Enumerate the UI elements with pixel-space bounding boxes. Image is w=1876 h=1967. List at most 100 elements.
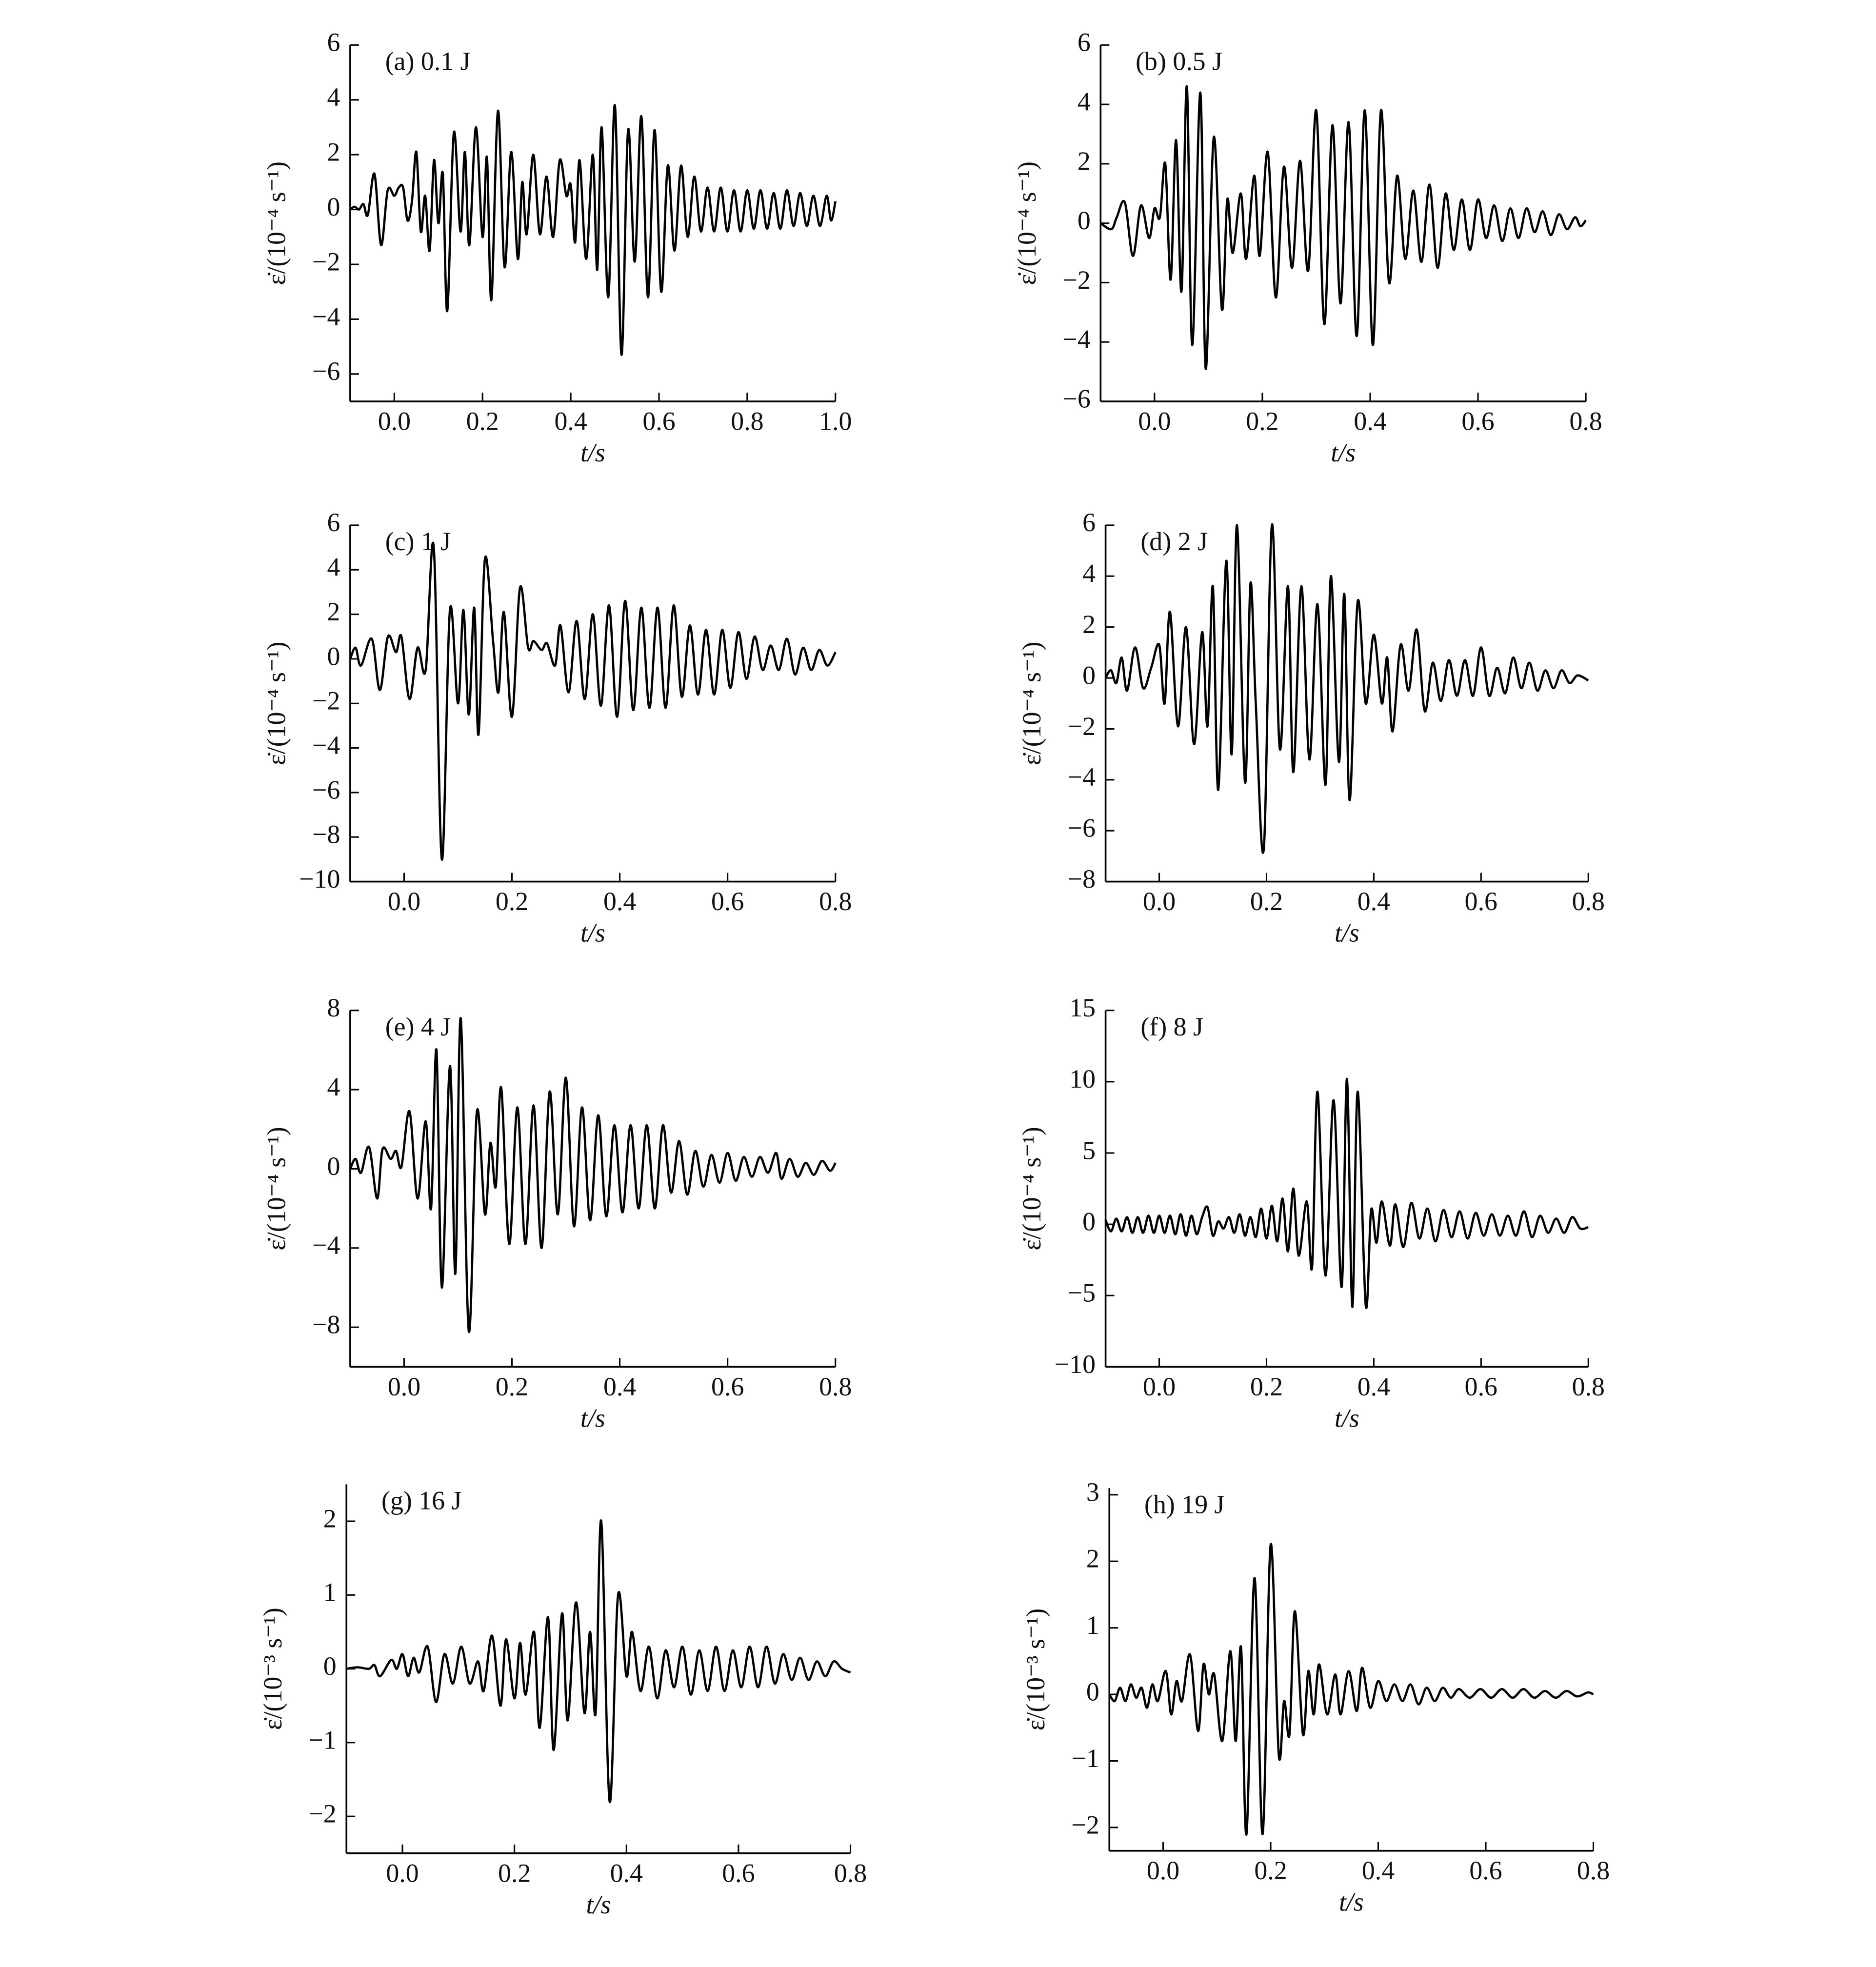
x-tick-label: 0.8 xyxy=(819,887,852,916)
x-tick-label: 0.4 xyxy=(610,1858,643,1888)
y-tick-label: −2 xyxy=(1068,712,1096,741)
x-tick-label: 1.0 xyxy=(819,407,852,436)
y-tick-label: −4 xyxy=(1068,762,1096,792)
y-axis-label: ε̇/(10⁻⁴ s⁻¹) xyxy=(262,161,291,285)
chart-panel: −10 −8 −6 −4 −2 0 2 4 6 0.0 0.2 0.4 0.6 0.8 t/s ε̇/(10⁻… xyxy=(262,508,852,947)
x-tick-label: 0.6 xyxy=(711,1372,744,1401)
x-tick-label: 0.8 xyxy=(1572,887,1605,916)
y-tick-label: 0 xyxy=(323,1651,337,1681)
y-tick-label: 0 xyxy=(327,641,340,671)
x-tick-label: 0.0 xyxy=(1143,1372,1176,1401)
y-tick-label: −2 xyxy=(312,247,340,276)
y-tick-label: 2 xyxy=(1086,1544,1099,1573)
chart-panel: −8 −4 0 4 8 0.0 0.2 0.4 0.6 0.8 t/s ε̇/(10⁻⁴ s⁻¹) (e… xyxy=(262,993,852,1432)
y-tick-label: 1 xyxy=(323,1578,337,1607)
x-tick-label: 0.8 xyxy=(1569,407,1602,436)
y-tick-label: 1 xyxy=(1086,1610,1099,1640)
y-tick-label: 4 xyxy=(327,1072,340,1101)
data-line xyxy=(349,1017,837,1333)
y-tick-label: 4 xyxy=(327,553,340,582)
y-tick-label: −4 xyxy=(1063,325,1091,354)
x-tick-label: 0.4 xyxy=(554,407,587,436)
data-line xyxy=(1108,1543,1594,1836)
panel-label: (f) 8 J xyxy=(1140,1012,1203,1041)
y-tick-label: 4 xyxy=(1082,559,1096,588)
x-tick-label: 0.8 xyxy=(819,1372,852,1401)
x-axis-label: t/s xyxy=(1331,438,1356,467)
y-tick-label: 6 xyxy=(1082,508,1096,537)
y-tick-label: 6 xyxy=(327,28,340,57)
y-tick-label: 2 xyxy=(1082,610,1096,639)
x-axis-label: t/s xyxy=(1335,918,1359,948)
chart-panel: −2 −1 0 1 2 3 0.0 0.2 0.4 0.6 0.8 t/s ε̇/(10⁻³ s⁻¹) (… xyxy=(1021,1477,1610,1917)
y-tick-label: −2 xyxy=(308,1799,336,1828)
y-tick-label: 0 xyxy=(1082,1207,1096,1236)
x-tick-label: 0.2 xyxy=(1246,407,1278,436)
panel-label: (c) 1 J xyxy=(385,527,451,556)
x-tick-label: 0.4 xyxy=(603,1372,636,1401)
panel-label: (h) 19 J xyxy=(1144,1490,1224,1519)
y-axis-label: ε̇/(10⁻⁴ s⁻¹) xyxy=(1017,1127,1046,1250)
x-tick-label: 0.6 xyxy=(711,887,744,916)
x-tick-label: 0.0 xyxy=(1147,1856,1179,1885)
y-tick-label: 4 xyxy=(1078,87,1091,116)
chart-panel: −10 −5 0 5 10 15 0.0 0.2 0.4 0.6 0.8 t/s ε̇/(10⁻⁴ s⁻… xyxy=(1017,993,1605,1432)
y-tick-label: 2 xyxy=(323,1504,337,1533)
x-tick-label: 0.4 xyxy=(603,887,636,916)
x-axis-label: t/s xyxy=(586,1890,611,1919)
x-tick-label: 0.0 xyxy=(378,407,411,436)
y-tick-label: −6 xyxy=(312,357,340,386)
x-tick-label: 0.8 xyxy=(1577,1856,1610,1885)
y-tick-label: −10 xyxy=(1055,1350,1096,1379)
x-tick-label: 0.2 xyxy=(1250,887,1283,916)
x-tick-label: 0.0 xyxy=(386,1858,419,1888)
x-tick-label: 0.2 xyxy=(466,407,499,436)
x-tick-label: 0.2 xyxy=(1250,1372,1283,1401)
y-tick-label: −1 xyxy=(1071,1744,1099,1773)
y-tick-label: −4 xyxy=(312,731,340,760)
y-tick-label: −5 xyxy=(1068,1278,1096,1308)
y-tick-label: −6 xyxy=(1068,814,1096,843)
chart-panel: −8 −6 −4 −2 0 2 4 6 0.0 0.2 0.4 0.6 0.8 t/s ε̇/(10⁻⁴ s… xyxy=(1017,508,1605,947)
y-tick-label: −2 xyxy=(1071,1810,1099,1839)
x-tick-label: 0.4 xyxy=(1362,1856,1395,1885)
y-tick-label: 0 xyxy=(1086,1677,1099,1706)
y-tick-label: 0 xyxy=(1078,206,1091,235)
x-tick-label: 0.8 xyxy=(731,407,763,436)
y-tick-label: 5 xyxy=(1082,1135,1096,1165)
x-tick-label: 0.0 xyxy=(1138,407,1171,436)
y-tick-label: −8 xyxy=(312,820,340,849)
y-tick-label: 0 xyxy=(327,1152,340,1181)
x-tick-label: 0.2 xyxy=(498,1858,531,1888)
data-line xyxy=(1100,85,1587,370)
x-tick-label: 0.4 xyxy=(1357,1372,1390,1401)
x-tick-label: 0.0 xyxy=(388,1372,420,1401)
y-tick-label: −2 xyxy=(312,686,340,715)
x-axis-label: t/s xyxy=(580,918,605,948)
panel-label: (g) 16 J xyxy=(381,1486,461,1515)
x-tick-label: 0.6 xyxy=(642,407,675,436)
y-tick-label: −10 xyxy=(299,864,340,894)
x-tick-label: 0.2 xyxy=(496,1372,528,1401)
y-tick-label: −6 xyxy=(1063,384,1091,413)
y-tick-label: 4 xyxy=(327,82,340,112)
y-axis-label: ε̇/(10⁻⁴ s⁻¹) xyxy=(262,1127,291,1250)
y-tick-label: 2 xyxy=(1078,146,1091,176)
data-line xyxy=(1104,523,1589,854)
data-line xyxy=(349,104,837,356)
y-tick-label: −1 xyxy=(308,1725,336,1754)
y-tick-label: 0 xyxy=(1082,660,1096,690)
y-tick-label: 2 xyxy=(327,138,340,167)
x-tick-label: 0.6 xyxy=(1469,1856,1502,1885)
y-axis-label: ε̇/(10⁻⁴ s⁻¹) xyxy=(1012,161,1041,285)
x-tick-label: 0.2 xyxy=(1254,1856,1287,1885)
y-tick-label: 6 xyxy=(1078,28,1091,57)
y-tick-label: −4 xyxy=(312,302,340,331)
y-axis-label: ε̇/(10⁻⁴ s⁻¹) xyxy=(1017,642,1046,765)
x-tick-label: 0.0 xyxy=(1143,887,1176,916)
y-tick-label: 2 xyxy=(327,597,340,626)
x-tick-label: 0.6 xyxy=(1465,1372,1497,1401)
y-axis-label: ε̇/(10⁻³ s⁻¹) xyxy=(258,1608,287,1730)
